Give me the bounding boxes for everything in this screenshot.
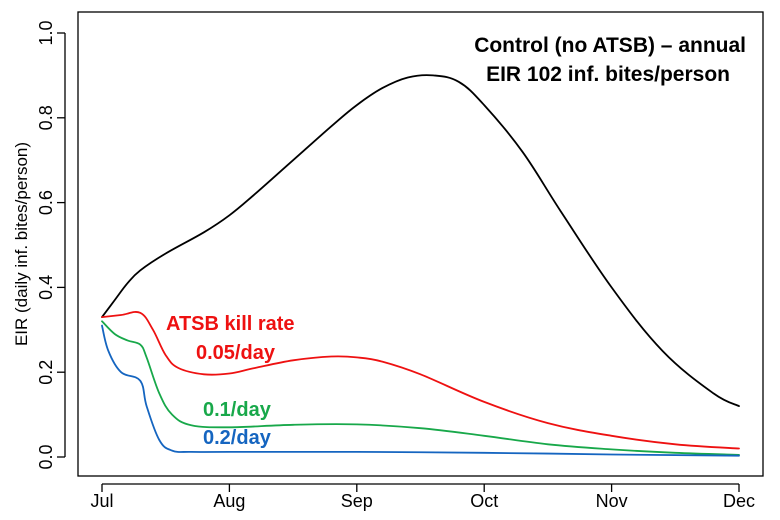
x-tick-label: Nov [596, 491, 628, 511]
annotation-rate-0-2: 0.2/day [203, 427, 272, 449]
x-tick-label: Jul [90, 491, 113, 511]
x-tick-label: Aug [213, 491, 245, 511]
title-line-2: EIR 102 inf. bites/person [486, 63, 730, 86]
y-tick-label: 0.6 [36, 190, 56, 215]
annotation-rate-0-1: 0.1/day [203, 399, 272, 421]
y-tick-label: 0.8 [36, 105, 56, 130]
x-axis: Jul Aug Sep Oct Nov Dec [90, 483, 755, 511]
y-tick-label: 1.0 [36, 20, 56, 45]
y-tick-label: 0.2 [36, 360, 56, 385]
annotation-atsb-kill-rate: ATSB kill rate [166, 313, 295, 335]
plot-frame [77, 11, 764, 477]
series-layer [101, 74, 740, 457]
x-tick-label: Oct [470, 491, 498, 511]
x-tick-label: Dec [723, 491, 755, 511]
series-line-control [101, 74, 740, 407]
series-line-0-05 [101, 311, 740, 450]
series-line-0-1 [101, 320, 740, 456]
title-line-1: Control (no ATSB) – annual [474, 34, 746, 57]
y-axis-label: EIR (daily inf. bites/person) [12, 142, 31, 346]
y-axis: 0.0 0.2 0.4 0.6 0.8 1.0 [36, 20, 66, 470]
annotation-rate-0-05: 0.05/day [196, 342, 276, 364]
x-tick-label: Sep [341, 491, 373, 511]
y-tick-label: 0.0 [36, 444, 56, 469]
series-line-0-2 [101, 324, 740, 457]
y-tick-label: 0.4 [36, 275, 56, 300]
